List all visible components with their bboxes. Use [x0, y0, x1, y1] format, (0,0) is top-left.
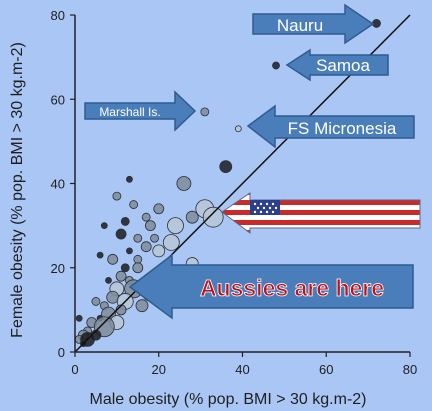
x-tick-label: 0 — [71, 362, 78, 377]
left-arrow-icon — [285, 48, 389, 82]
annotation-marshall-islands: Marshall Is. — [84, 90, 197, 132]
x-tick-label: 40 — [235, 362, 249, 377]
data-point-2 — [200, 107, 210, 117]
data-point-9 — [153, 203, 165, 215]
data-point-12 — [202, 206, 224, 228]
data-point-31 — [115, 270, 127, 282]
annotation-label-samoa: Samoa — [316, 56, 370, 75]
right-arrow-icon — [84, 90, 197, 132]
data-point-8 — [129, 200, 139, 209]
data-point-15 — [144, 220, 156, 232]
data-point-6 — [126, 175, 133, 183]
data-point-32 — [105, 276, 112, 284]
y-tick-label: 20 — [51, 261, 65, 276]
annotation-label-nauru: Nauru — [277, 16, 323, 35]
data-point-21 — [162, 234, 180, 251]
data-point-7 — [112, 191, 122, 201]
data-point-23 — [126, 247, 133, 255]
x-axis-ticks: 0 20 40 60 80 — [71, 352, 417, 377]
data-point-5 — [176, 176, 192, 191]
annotation-nauru: Nauru — [252, 3, 375, 45]
annotation-label-aussies: Aussies are here — [200, 275, 384, 301]
data-point-14 — [120, 217, 130, 226]
data-point-18 — [115, 228, 127, 240]
y-tick-label: 0 — [58, 345, 65, 360]
data-point-26 — [107, 253, 119, 265]
left-arrow-icon — [246, 104, 415, 149]
data-point-4 — [219, 160, 233, 174]
x-axis-title: Male obesity (% pop. BMI > 30 kg.m-2) — [90, 391, 367, 408]
annotation-label-marshall-islands: Marshall Is. — [99, 105, 160, 119]
data-point-27 — [133, 254, 143, 264]
annotation-samoa: Samoa — [285, 48, 389, 82]
data-point-25 — [96, 251, 104, 259]
data-point-16 — [167, 217, 184, 235]
data-point-41 — [91, 297, 101, 306]
data-point-30 — [132, 262, 144, 274]
data-point-24 — [152, 244, 166, 258]
left-arrow-icon — [128, 253, 414, 320]
data-point-1 — [272, 61, 280, 70]
x-tick-label: 20 — [152, 362, 166, 377]
data-point-47 — [75, 314, 83, 322]
data-point-13 — [141, 212, 151, 222]
x-tick-label: 80 — [403, 362, 417, 377]
annotation-label-fs-micronesia: FS Micronesia — [288, 119, 397, 138]
data-point-43 — [135, 299, 149, 313]
annotation-aussies: Aussies are here — [128, 253, 414, 320]
annotation-fs-micronesia: FS Micronesia — [246, 104, 415, 149]
flag-stars-icon — [253, 202, 278, 214]
y-axis-ticks: 0 20 40 60 80 — [51, 8, 75, 360]
y-tick-label: 60 — [51, 92, 65, 107]
data-point-19 — [133, 233, 143, 243]
data-point-11 — [185, 210, 199, 224]
y-tick-label: 40 — [51, 177, 65, 192]
data-point-3 — [234, 125, 242, 133]
data-point-0 — [372, 19, 381, 28]
y-tick-label: 80 — [51, 8, 65, 23]
x-tick-label: 60 — [319, 362, 333, 377]
right-arrow-icon — [252, 3, 375, 45]
data-point-22 — [140, 241, 152, 253]
data-point-17 — [100, 222, 108, 230]
y-axis-title: Female obesity (% pop. BMI > 30 kg.m-2) — [9, 42, 26, 338]
data-point-20 — [150, 233, 159, 243]
us-flag-arrow — [221, 192, 421, 234]
data-point-29 — [120, 263, 130, 273]
